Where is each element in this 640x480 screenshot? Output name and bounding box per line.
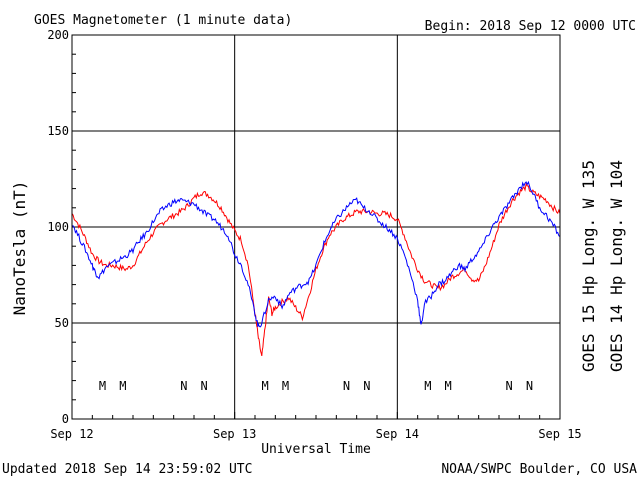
time-marker: N [506, 379, 513, 393]
time-marker: N [201, 379, 208, 393]
y-axis-label: NanoTesla (nT) [10, 181, 29, 316]
x-tick-label: Sep 13 [213, 427, 256, 441]
y-axis-ticks: 0 50 100 150 200 [47, 28, 76, 426]
y-tick-label: 100 [47, 220, 69, 234]
legend: GOES 15 Hp Long. W 135 GOES 14 Hp Long. W… [579, 160, 626, 372]
time-marker: N [180, 379, 187, 393]
x-tick-label: Sep 15 [538, 427, 581, 441]
series-lines [71, 180, 561, 357]
time-marker: N [363, 379, 370, 393]
y-tick-label: 50 [55, 316, 69, 330]
x-tick-label: Sep 14 [376, 427, 419, 441]
y-tick-label: 0 [62, 412, 69, 426]
time-marker: M [445, 379, 452, 393]
grid-lines [71, 34, 561, 420]
legend-entry: GOES 14 Hp Long. W 104 [607, 160, 626, 372]
begin-timestamp: Begin: 2018 Sep 12 0000 UTC [425, 19, 636, 34]
time-marker: N [526, 379, 533, 393]
x-axis-ticks: Sep 12 Sep 13 Sep 14 Sep 15 [50, 412, 582, 441]
updated-timestamp: Updated 2018 Sep 14 23:59:02 UTC [2, 462, 252, 477]
series-line-goes14 [71, 180, 561, 328]
time-marker: M [282, 379, 289, 393]
x-tick-label: Sep 12 [50, 427, 93, 441]
x-axis-label: Universal Time [261, 442, 371, 457]
plot-frame [71, 34, 561, 420]
time-marker: M [262, 379, 269, 393]
time-marker: M [424, 379, 431, 393]
time-marker: M [119, 379, 126, 393]
time-marker: N [343, 379, 350, 393]
y-tick-label: 150 [47, 124, 69, 138]
y-tick-label: 200 [47, 28, 69, 42]
series-line-goes15 [71, 182, 561, 357]
legend-entry: GOES 15 Hp Long. W 135 [579, 160, 598, 372]
time-marker: M [99, 379, 106, 393]
chart-title: GOES Magnetometer (1 minute data) [34, 13, 292, 28]
credit-text: NOAA/SWPC Boulder, CO USA [441, 462, 637, 477]
